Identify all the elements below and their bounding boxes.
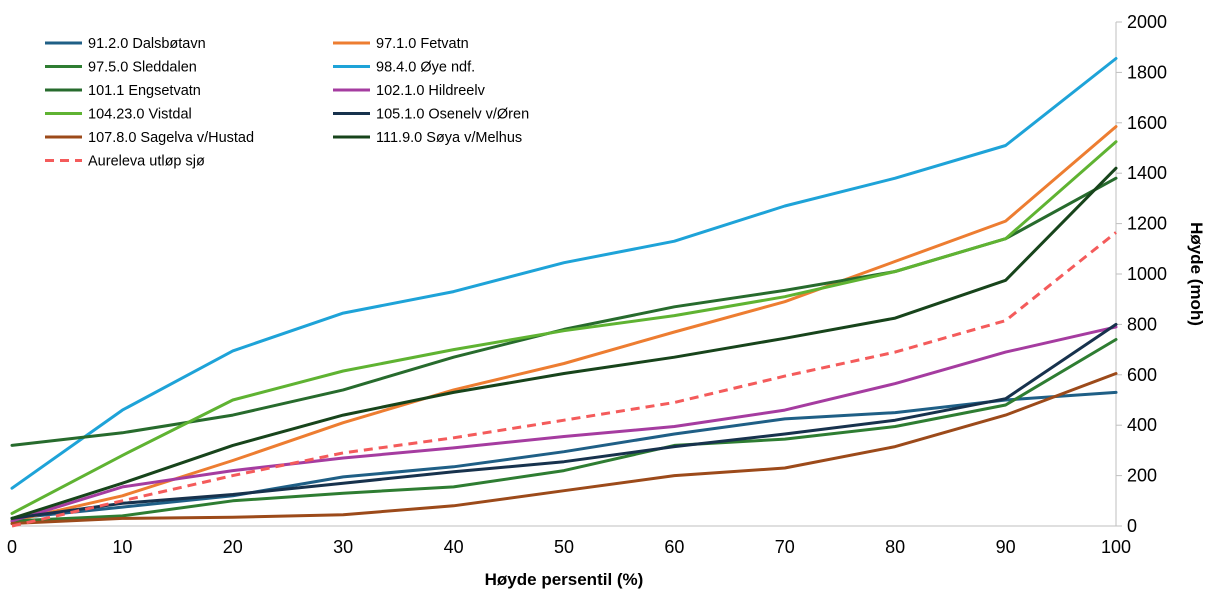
x-tick-label: 10 — [112, 537, 132, 557]
x-tick-label: 30 — [333, 537, 353, 557]
x-tick-label: 70 — [775, 537, 795, 557]
x-tick-label: 40 — [444, 537, 464, 557]
x-tick-label: 100 — [1101, 537, 1131, 557]
y-tick-label: 1400 — [1127, 163, 1167, 183]
legend-label: 105.1.0 Osenelv v/Øren — [376, 107, 529, 123]
series-line — [10, 372, 1118, 525]
legend-item: 97.1.0 Fetvatn — [333, 36, 469, 52]
legend-label: 102.1.0 Hildreelv — [376, 83, 486, 99]
legend-item: 102.1.0 Hildreelv — [333, 83, 486, 99]
legend-label: 98.4.0 Øye ndf. — [376, 60, 475, 76]
series-line — [10, 325, 1118, 523]
legend-item: 104.23.0 Vistdal — [45, 107, 192, 123]
series-line — [10, 140, 1118, 515]
y-tick-label: 1200 — [1127, 214, 1167, 234]
series-line — [10, 390, 1118, 520]
legend-item: 101.1 Engsetvatn — [45, 83, 201, 99]
legend-label: 91.2.0 Dalsbøtavn — [88, 36, 206, 52]
legend-item: 111.9.0 Søya v/Melhus — [333, 130, 522, 146]
legend-item: 107.8.0 Sagelva v/Hustad — [45, 130, 254, 146]
legend-label: 101.1 Engsetvatn — [88, 83, 201, 99]
y-tick-label: 200 — [1127, 466, 1157, 486]
y-tick-label: 400 — [1127, 415, 1157, 435]
series-line — [10, 166, 1118, 520]
series-line — [10, 338, 1118, 523]
series-line — [10, 57, 1118, 490]
y-tick-label: 1600 — [1127, 113, 1167, 133]
series-line — [11, 231, 1117, 528]
series-line — [10, 125, 1118, 523]
y-tick-label: 800 — [1127, 314, 1157, 334]
legend: 91.2.0 Dalsbøtavn 97.1.0 Fetvatn 97.5.0 Sl… — [45, 36, 529, 170]
legend-label: 107.8.0 Sagelva v/Hustad — [88, 130, 254, 146]
y-tick-label: 2000 — [1127, 12, 1167, 32]
x-tick-label: 80 — [885, 537, 905, 557]
x-axis-title: Høyde persentil (%) — [485, 570, 644, 589]
legend-label: 97.1.0 Fetvatn — [376, 36, 469, 52]
x-tick-label: 0 — [7, 537, 17, 557]
series-line — [10, 322, 1118, 520]
x-tick-label: 50 — [554, 537, 574, 557]
y-axis-title: Høyde (moh) — [1187, 222, 1206, 326]
legend-label: Aureleva utløp sjø — [88, 154, 205, 170]
y-tick-label: 0 — [1127, 516, 1137, 536]
y-tick-label: 1800 — [1127, 62, 1167, 82]
legend-label: 111.9.0 Søya v/Melhus — [376, 130, 522, 146]
y-tick-label: 600 — [1127, 365, 1157, 385]
legend-item: Aureleva utløp sjø — [45, 154, 205, 170]
x-axis-tick-labels: 0 10 20 30 40 50 60 70 80 90 100 — [7, 537, 1131, 557]
x-tick-label: 60 — [664, 537, 684, 557]
legend-item: 98.4.0 Øye ndf. — [333, 60, 475, 76]
legend-item: 97.5.0 Sleddalen — [45, 60, 197, 76]
y-axis-tick-labels: 0 200 400 600 800 1000 1200 1400 1600 1800 2000 — [1116, 12, 1167, 536]
legend-item: 91.2.0 Dalsbøtavn — [45, 36, 206, 52]
series-lines — [10, 57, 1118, 528]
y-tick-label: 1000 — [1127, 264, 1167, 284]
x-tick-label: 90 — [996, 537, 1016, 557]
x-tick-label: 20 — [223, 537, 243, 557]
legend-label: 104.23.0 Vistdal — [88, 107, 192, 123]
legend-label: 97.5.0 Sleddalen — [88, 60, 197, 76]
legend-item: 105.1.0 Osenelv v/Øren — [333, 107, 529, 123]
